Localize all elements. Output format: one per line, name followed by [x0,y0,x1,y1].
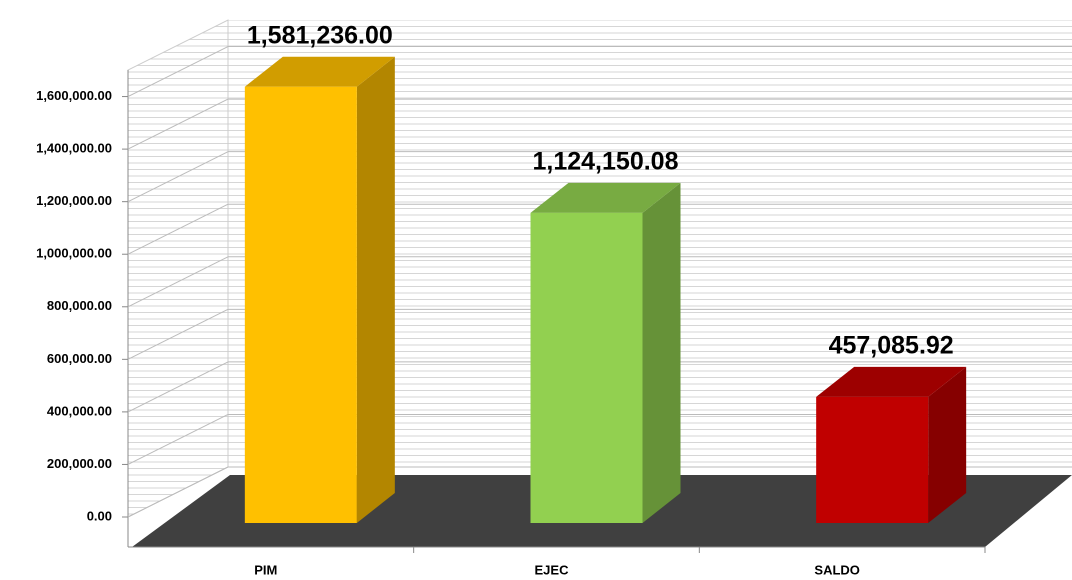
bar-top [530,182,681,213]
y-tick-label: 600,000.00 [47,351,112,366]
bar-side [642,182,681,524]
x-tick-label: EJEC [535,562,570,577]
y-tick-label: 0.00 [87,508,112,523]
y-tick-label: 1,600,000.00 [36,88,112,103]
bar-side [356,56,395,523]
bar [530,212,643,524]
grid-line [127,203,229,255]
x-tick-label: PIM [254,562,277,577]
y-tick-label: 1,200,000.00 [36,193,112,208]
grid-line [127,256,229,308]
bar [816,396,929,523]
grid-line [127,413,229,465]
value-label: 1,124,150.08 [533,147,679,175]
grid-line [127,46,229,98]
grid-line [127,151,229,203]
y-tick-label: 1,400,000.00 [36,141,112,156]
y-tick-label: 1,000,000.00 [36,246,112,261]
side-wall [127,19,229,518]
bar-side [928,366,967,523]
bar [244,86,357,523]
x-tick-label: SALDO [814,562,860,577]
bar-top [816,366,967,397]
y-tick-label: 200,000.00 [47,456,112,471]
value-label: 1,581,236.00 [247,21,393,49]
y-tick-label: 800,000.00 [47,298,112,313]
value-label: 457,085.92 [829,331,954,359]
grid-line [127,308,229,360]
bar-top [244,56,395,87]
grid-line [127,98,229,150]
grid-line [127,466,229,518]
grid-line [127,361,229,413]
y-tick-label: 400,000.00 [47,403,112,418]
